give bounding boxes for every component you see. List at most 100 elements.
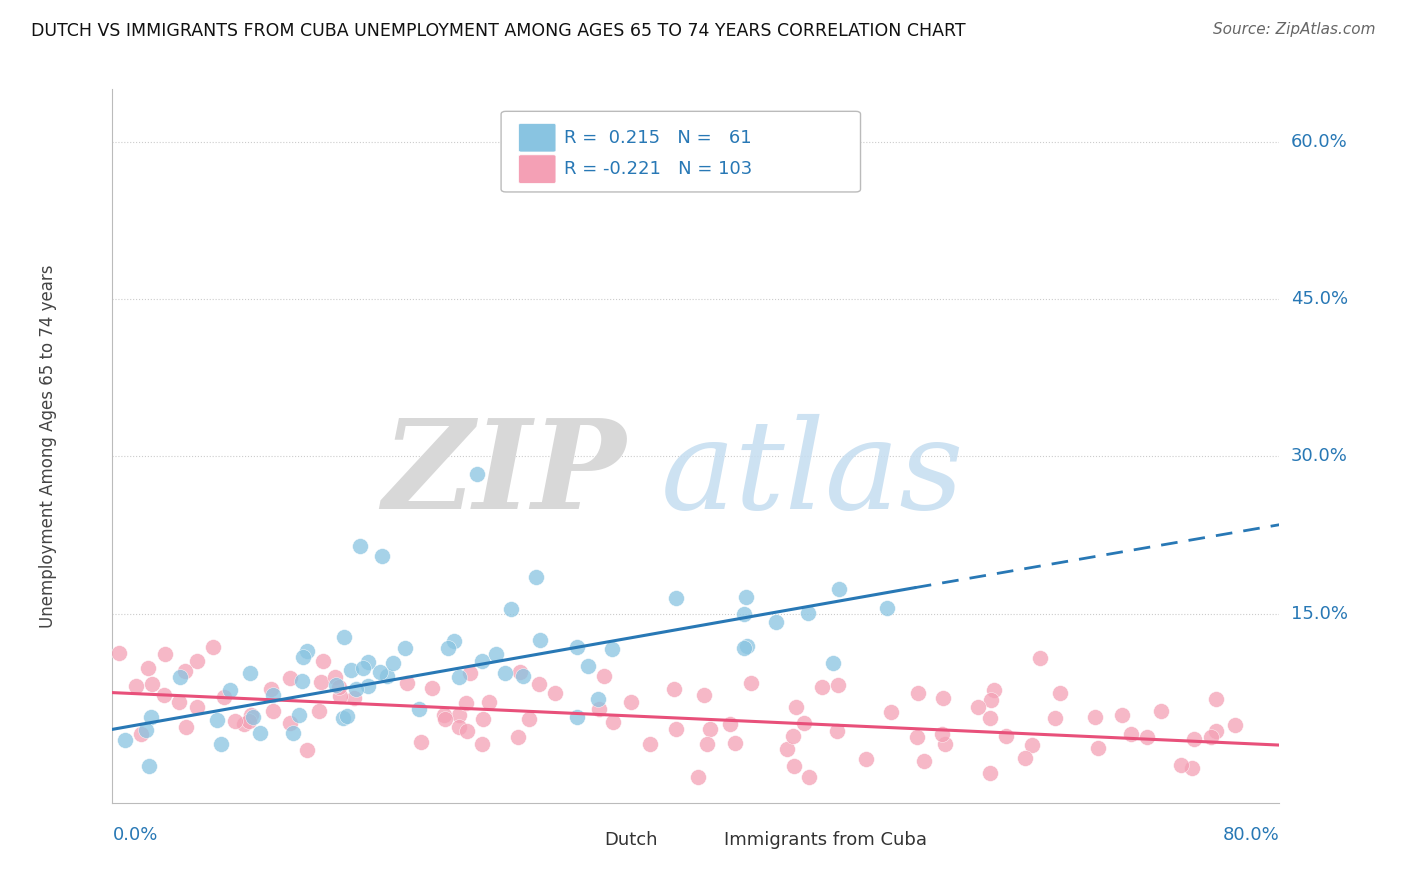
Point	[219, 683, 242, 698]
Point	[290, 673, 312, 688]
Point	[437, 641, 460, 656]
Point	[260, 682, 283, 697]
Point	[1111, 707, 1133, 722]
Text: DUTCH VS IMMIGRANTS FROM CUBA UNEMPLOYMENT AMONG AGES 65 TO 74 YEARS CORRELATION: DUTCH VS IMMIGRANTS FROM CUBA UNEMPLOYME…	[31, 22, 966, 40]
Point	[262, 688, 284, 702]
Point	[782, 759, 804, 773]
Point	[733, 640, 755, 655]
Point	[931, 727, 953, 741]
Point	[262, 704, 284, 718]
Point	[238, 714, 260, 728]
Point	[153, 688, 176, 702]
FancyBboxPatch shape	[679, 822, 717, 855]
Point	[336, 709, 359, 723]
Text: 0.0%: 0.0%	[112, 826, 157, 844]
Point	[352, 661, 374, 675]
Point	[447, 708, 470, 723]
Point	[665, 723, 688, 737]
Point	[718, 717, 741, 731]
Point	[478, 695, 501, 709]
Point	[912, 754, 935, 768]
Point	[827, 678, 849, 692]
Point	[524, 570, 547, 584]
Point	[593, 669, 616, 683]
Point	[205, 714, 228, 728]
Text: 80.0%: 80.0%	[1223, 826, 1279, 844]
Point	[449, 720, 471, 734]
Point	[586, 692, 609, 706]
Point	[155, 647, 177, 661]
Text: Immigrants from Cuba: Immigrants from Cuba	[724, 831, 927, 849]
Text: 45.0%: 45.0%	[1291, 290, 1348, 308]
Point	[931, 690, 953, 705]
Point	[793, 716, 815, 731]
Point	[508, 730, 530, 744]
Point	[499, 602, 522, 616]
Point	[696, 737, 718, 751]
Point	[828, 582, 851, 596]
Point	[325, 678, 347, 692]
Point	[602, 714, 624, 729]
Point	[905, 730, 928, 744]
Text: 15.0%: 15.0%	[1291, 605, 1348, 623]
Point	[343, 690, 366, 705]
Point	[458, 665, 481, 680]
Point	[169, 670, 191, 684]
Point	[544, 685, 567, 699]
Point	[295, 743, 318, 757]
Point	[994, 729, 1017, 743]
Point	[456, 696, 478, 710]
Point	[980, 693, 1002, 707]
FancyBboxPatch shape	[519, 123, 555, 152]
Point	[107, 646, 129, 660]
Point	[1199, 730, 1222, 744]
Text: ZIP: ZIP	[382, 414, 626, 535]
Point	[527, 677, 550, 691]
Point	[1225, 717, 1247, 731]
Point	[186, 654, 208, 668]
Point	[395, 675, 418, 690]
Point	[456, 723, 478, 738]
Point	[880, 705, 903, 719]
Point	[1049, 686, 1071, 700]
Point	[471, 654, 494, 668]
Text: Source: ZipAtlas.com: Source: ZipAtlas.com	[1212, 22, 1375, 37]
Point	[740, 676, 762, 690]
Point	[136, 661, 159, 675]
Point	[785, 700, 807, 714]
Point	[411, 735, 433, 749]
Point	[233, 716, 256, 731]
Point	[620, 695, 643, 709]
Point	[202, 640, 225, 654]
Point	[512, 668, 534, 682]
Point	[176, 720, 198, 734]
Point	[509, 665, 531, 679]
Point	[308, 704, 330, 718]
Point	[693, 689, 716, 703]
Point	[212, 690, 235, 705]
Point	[979, 765, 1001, 780]
Point	[368, 665, 391, 679]
Point	[907, 686, 929, 700]
Point	[135, 723, 157, 737]
Point	[408, 702, 430, 716]
Point	[576, 659, 599, 673]
Point	[797, 607, 820, 621]
Point	[733, 607, 755, 622]
Point	[325, 669, 347, 683]
Point	[876, 600, 898, 615]
Point	[664, 682, 686, 697]
Point	[278, 716, 301, 731]
Point	[1119, 727, 1142, 741]
Point	[329, 689, 352, 703]
Point	[797, 770, 820, 784]
Point	[565, 640, 588, 654]
Point	[810, 681, 832, 695]
Point	[328, 680, 350, 694]
Point	[238, 665, 260, 680]
Point	[242, 710, 264, 724]
Text: 30.0%: 30.0%	[1291, 448, 1348, 466]
Point	[278, 672, 301, 686]
Point	[1021, 738, 1043, 752]
Point	[1150, 704, 1173, 718]
